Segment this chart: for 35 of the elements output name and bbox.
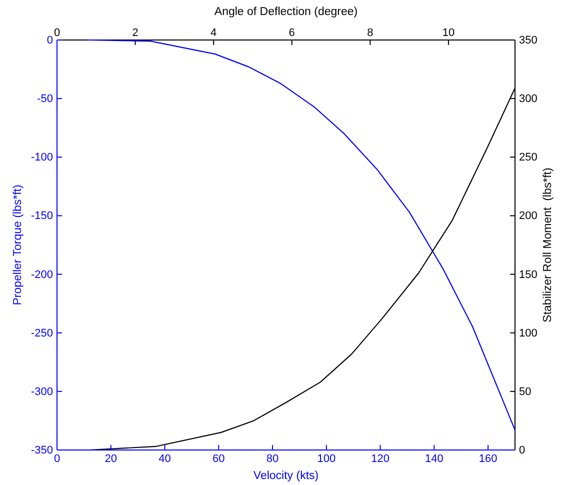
y-tick-label: -300 [30,386,53,398]
x-tick-label: 20 [104,452,118,465]
y-axis-title: Propeller Torque (lbs*ft) [12,184,24,306]
y-tick-label: -150 [30,210,53,222]
x-tick-label: 120 [371,452,390,465]
x2-tick-label: 0 [54,27,60,39]
x2-axis-title: Angle of Deflection (degree) [214,6,358,18]
x-tick-label: 80 [266,452,279,465]
x-axis-title: Velocity (kts) [253,470,319,482]
line-series [87,39,516,431]
x-tick-label: 60 [212,452,225,465]
y-tick-label: 0 [46,34,53,47]
y2-tick-label: 350 [519,34,538,47]
y2-tick-label: 300 [519,93,538,106]
x2-tick-label: 2 [132,27,138,39]
x-tick-label: 40 [158,452,171,465]
y-tick-label: -250 [30,327,53,340]
y2-tick-label: 250 [519,152,538,164]
x2-tick-label: 4 [210,27,217,39]
x2-tick-label: 8 [367,27,374,39]
y-tick-label: -200 [30,268,53,281]
y-tick-label: -100 [30,152,53,164]
y2-tick-label: 200 [519,210,538,222]
y2-tick-label: 0 [519,444,526,457]
y2-tick-label: 50 [519,386,532,398]
y2-tick-label: 100 [519,327,538,340]
y-tick-label: -350 [30,444,53,457]
x-tick-label: 140 [424,452,444,465]
x-tick-label: 160 [478,452,498,465]
y2-tick-label: 150 [519,268,538,281]
x2-tick-label: 10 [442,27,455,39]
y2-axis-title: Stabilizer Roll Moment (lbs*ft) [542,168,554,322]
x2-tick-label: 6 [288,27,295,39]
y-tick-label: -50 [37,93,53,106]
x-tick-label: 100 [317,452,336,465]
